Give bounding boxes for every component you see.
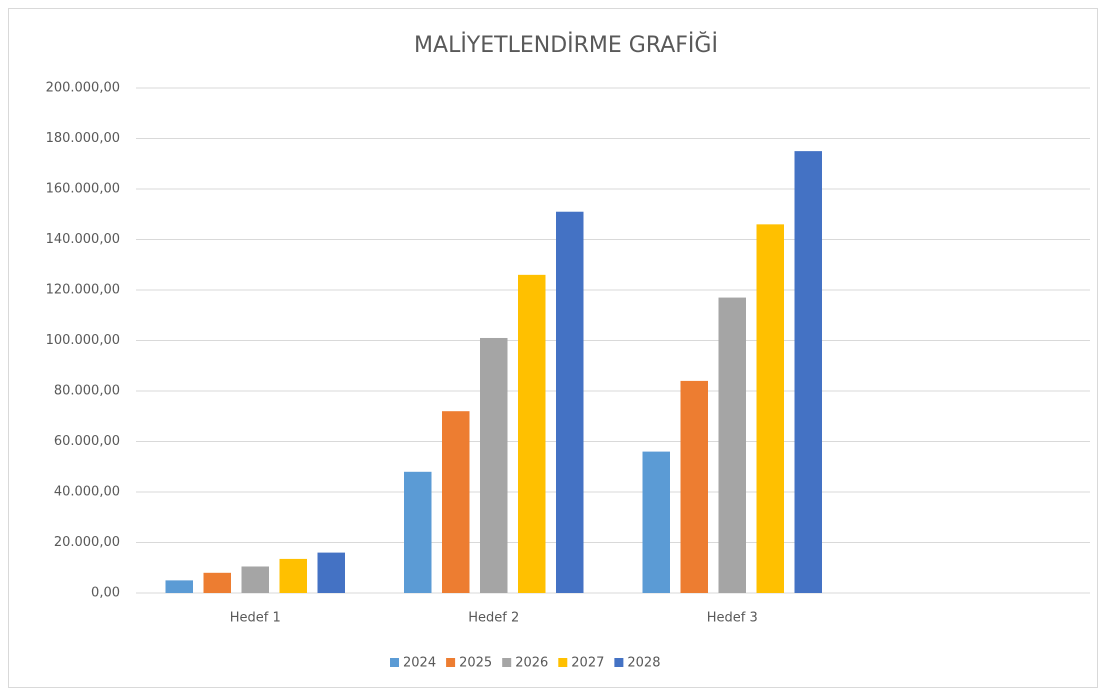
bar bbox=[317, 552, 345, 593]
bar bbox=[680, 380, 708, 593]
bar bbox=[756, 224, 784, 593]
chart-border bbox=[8, 8, 1098, 688]
bar bbox=[241, 566, 269, 593]
legend-label: 2028 bbox=[627, 656, 660, 671]
legend-swatch bbox=[558, 658, 568, 667]
legend-swatch bbox=[446, 658, 456, 667]
bar bbox=[279, 558, 307, 593]
legend-swatch bbox=[502, 658, 512, 667]
chart-title: MALİYETLENDİRME GRAFİĞİ bbox=[414, 32, 718, 58]
bar bbox=[480, 337, 508, 593]
legend-label: 2024 bbox=[403, 656, 436, 671]
legend-label: 2027 bbox=[571, 656, 604, 671]
y-tick-label: 20.000,00 bbox=[54, 535, 120, 550]
legend-swatch bbox=[614, 658, 624, 667]
bar bbox=[642, 451, 670, 593]
y-tick-label: 160.000,00 bbox=[46, 182, 120, 197]
y-tick-label: 40.000,00 bbox=[54, 485, 120, 500]
y-tick-label: 180.000,00 bbox=[46, 131, 120, 146]
x-tick-label: Hedef 3 bbox=[707, 611, 758, 626]
y-tick-label: 0,00 bbox=[91, 586, 120, 601]
bar bbox=[165, 580, 193, 593]
legend-label: 2026 bbox=[515, 656, 548, 671]
x-tick-label: Hedef 1 bbox=[230, 611, 281, 626]
y-tick-label: 80.000,00 bbox=[54, 384, 120, 399]
bar bbox=[203, 572, 231, 593]
bar bbox=[404, 471, 432, 593]
y-tick-label: 60.000,00 bbox=[54, 434, 120, 449]
legend-label: 2025 bbox=[459, 656, 492, 671]
bar bbox=[556, 211, 584, 593]
bar bbox=[794, 151, 822, 593]
bar bbox=[518, 274, 546, 593]
bar bbox=[442, 411, 470, 593]
bar bbox=[718, 297, 746, 593]
y-tick-label: 100.000,00 bbox=[46, 333, 120, 348]
x-tick-label: Hedef 2 bbox=[468, 611, 519, 626]
y-tick-label: 140.000,00 bbox=[46, 232, 120, 247]
y-tick-label: 200.000,00 bbox=[46, 81, 120, 96]
legend-swatch bbox=[390, 658, 399, 667]
y-tick-label: 120.000,00 bbox=[46, 283, 120, 298]
